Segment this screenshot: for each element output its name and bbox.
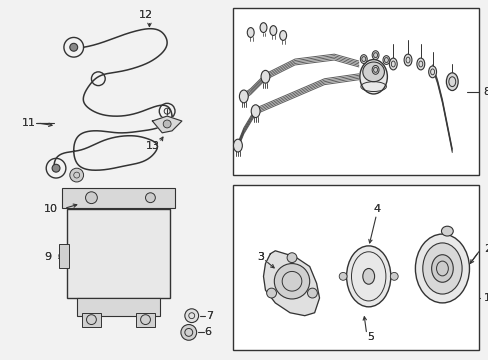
Text: 9: 9 bbox=[44, 252, 51, 262]
Text: 2: 2 bbox=[483, 244, 488, 254]
Polygon shape bbox=[263, 251, 319, 316]
Polygon shape bbox=[152, 116, 182, 133]
Ellipse shape bbox=[371, 66, 378, 74]
Ellipse shape bbox=[422, 243, 461, 294]
Text: 4: 4 bbox=[373, 204, 380, 215]
Ellipse shape bbox=[251, 105, 260, 118]
Bar bbox=[233, 185, 478, 350]
Text: 9: 9 bbox=[44, 252, 51, 262]
Text: 8: 8 bbox=[483, 86, 488, 96]
Ellipse shape bbox=[261, 70, 269, 83]
Text: 10: 10 bbox=[44, 204, 58, 215]
Text: 7: 7 bbox=[206, 311, 213, 321]
Text: 11: 11 bbox=[21, 118, 36, 128]
Ellipse shape bbox=[360, 55, 366, 63]
Bar bbox=[81, 313, 101, 328]
Text: 3: 3 bbox=[257, 252, 264, 262]
Circle shape bbox=[339, 273, 346, 280]
Ellipse shape bbox=[414, 234, 468, 303]
Ellipse shape bbox=[371, 51, 378, 59]
Circle shape bbox=[70, 168, 83, 182]
Ellipse shape bbox=[382, 56, 389, 64]
Ellipse shape bbox=[233, 139, 242, 152]
Ellipse shape bbox=[388, 58, 396, 70]
Circle shape bbox=[85, 192, 97, 204]
Ellipse shape bbox=[403, 54, 411, 66]
Bar bbox=[59, 244, 69, 269]
Circle shape bbox=[286, 253, 296, 262]
Ellipse shape bbox=[362, 269, 374, 284]
Ellipse shape bbox=[260, 23, 266, 32]
Circle shape bbox=[163, 120, 171, 128]
Text: 6: 6 bbox=[204, 327, 211, 337]
Bar bbox=[77, 298, 160, 316]
Ellipse shape bbox=[416, 58, 424, 70]
Ellipse shape bbox=[247, 28, 254, 37]
Ellipse shape bbox=[359, 59, 386, 94]
Ellipse shape bbox=[441, 226, 452, 236]
Text: 7: 7 bbox=[206, 311, 213, 321]
Text: 13: 13 bbox=[145, 141, 159, 150]
Ellipse shape bbox=[362, 62, 384, 82]
Bar bbox=[67, 210, 170, 298]
Circle shape bbox=[70, 43, 78, 51]
Circle shape bbox=[52, 164, 60, 172]
Ellipse shape bbox=[239, 90, 248, 103]
Circle shape bbox=[184, 309, 198, 323]
Text: 11: 11 bbox=[21, 118, 36, 128]
Circle shape bbox=[389, 273, 397, 280]
Text: 10: 10 bbox=[44, 204, 58, 215]
Text: 1: 1 bbox=[483, 293, 488, 303]
Ellipse shape bbox=[428, 66, 436, 78]
Text: 4: 4 bbox=[373, 204, 380, 215]
Ellipse shape bbox=[279, 31, 286, 40]
Circle shape bbox=[145, 193, 155, 203]
Ellipse shape bbox=[346, 246, 390, 307]
Text: 12: 12 bbox=[138, 10, 152, 20]
Bar bbox=[233, 8, 478, 175]
Text: 13: 13 bbox=[145, 141, 159, 150]
Text: 5: 5 bbox=[366, 332, 373, 342]
Bar bbox=[135, 313, 155, 328]
Text: 1: 1 bbox=[483, 293, 488, 303]
Text: 2: 2 bbox=[483, 244, 488, 254]
Circle shape bbox=[181, 324, 196, 340]
Ellipse shape bbox=[431, 255, 452, 282]
Text: 3: 3 bbox=[257, 252, 264, 262]
Text: 5: 5 bbox=[366, 332, 373, 342]
Circle shape bbox=[266, 288, 276, 298]
Bar bbox=[62, 188, 175, 207]
Ellipse shape bbox=[269, 26, 276, 36]
Circle shape bbox=[307, 288, 317, 298]
Text: 12: 12 bbox=[138, 10, 152, 20]
Text: 8: 8 bbox=[483, 86, 488, 96]
Circle shape bbox=[274, 264, 309, 299]
Text: 3: 3 bbox=[257, 252, 264, 262]
Ellipse shape bbox=[446, 73, 457, 90]
Text: 6: 6 bbox=[204, 327, 211, 337]
